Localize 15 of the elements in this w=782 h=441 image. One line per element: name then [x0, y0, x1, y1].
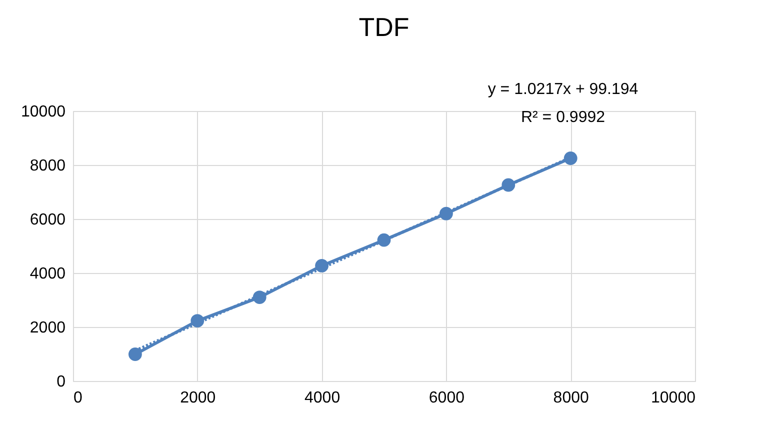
y-tick-label: 4000 — [30, 266, 66, 282]
x-tick-label: 6000 — [428, 390, 465, 406]
y-tick-label: 6000 — [30, 212, 66, 228]
x-tick-label: 10000 — [651, 390, 696, 406]
x-tick-label: 4000 — [304, 390, 340, 406]
y-tick-label: 10000 — [21, 104, 66, 120]
y-tick-label: 8000 — [30, 158, 66, 174]
y-tick-label: 0 — [56, 374, 66, 390]
chart-title: TDF — [358, 12, 410, 42]
x-tick-label: 8000 — [553, 390, 589, 406]
x-tick-label: 2000 — [180, 390, 216, 406]
text: y = 1.0217x + 99.194 — [488, 81, 638, 98]
x-tick-label: 0 — [74, 390, 82, 406]
annotation: R² = 0.9992 — [520, 109, 606, 126]
y-tick-label: 2000 — [30, 320, 66, 336]
